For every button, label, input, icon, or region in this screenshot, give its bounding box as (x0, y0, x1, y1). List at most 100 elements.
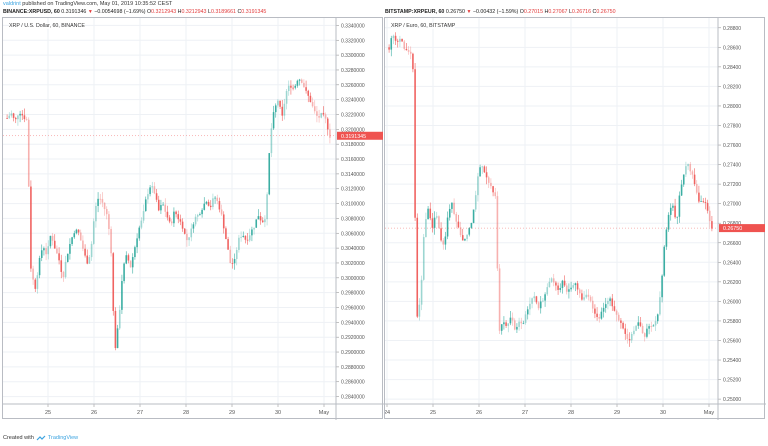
candle (164, 198, 167, 218)
candle (704, 197, 707, 210)
y-tick-label: 0.25000 (723, 397, 741, 403)
candle (624, 323, 627, 340)
candle (390, 35, 393, 57)
candle (698, 185, 700, 204)
created-with-text: Created with (3, 435, 34, 441)
y-tick-label: 0.28200 (723, 84, 741, 90)
open-value: 0.27015 (523, 9, 544, 15)
y-tick-label: 0.3000000 (341, 276, 365, 282)
candle (313, 100, 316, 114)
candle (34, 278, 37, 293)
candle (56, 245, 58, 254)
open-value: 0.3212943 (151, 9, 177, 15)
y-tick-label: 0.2900000 (341, 350, 365, 356)
y-tick-label: 0.3020000 (341, 261, 365, 267)
candle (392, 34, 395, 45)
candle (448, 204, 451, 221)
candle (438, 215, 440, 229)
candle (227, 236, 229, 250)
y-tick-label: 0.3060000 (341, 231, 365, 237)
candle (613, 300, 616, 312)
y-tick-label: 0.25200 (723, 378, 741, 384)
candle (492, 185, 494, 197)
candle (64, 255, 67, 279)
candle (298, 78, 301, 86)
candle (43, 246, 45, 256)
x-tick-label: 27 (522, 410, 528, 416)
candle (416, 213, 419, 319)
y-tick-label: 0.3040000 (341, 246, 365, 252)
candle (429, 202, 432, 221)
y-tick-label: 0.3320000 (341, 38, 365, 44)
candle (633, 326, 635, 336)
candle (177, 210, 180, 224)
candle (62, 270, 65, 282)
candle (587, 289, 590, 301)
candle (435, 211, 438, 220)
candle (485, 166, 488, 185)
candle (470, 222, 473, 229)
candle (309, 92, 312, 103)
current-price-label: 0.3191345 (341, 134, 366, 140)
candle (682, 174, 685, 187)
candle (90, 241, 93, 261)
candle (320, 112, 323, 119)
candle (140, 217, 143, 230)
candle (617, 312, 620, 322)
candle (205, 200, 208, 205)
candle (706, 199, 709, 214)
y-tick-label: 0.25800 (723, 319, 741, 325)
candle (244, 235, 247, 244)
x-tick-label: 27 (137, 410, 143, 416)
x-tick-label: 25 (430, 410, 436, 416)
candle (194, 214, 197, 227)
candle (641, 323, 644, 334)
candlestick-chart[interactable]: 0.28800 0.28600 0.28400 0.28200 0.28000 0.278… (385, 18, 766, 420)
candle (199, 212, 201, 216)
change: −0.0054698 (−1.69%) (94, 9, 146, 15)
candle (112, 252, 115, 316)
candle (300, 78, 303, 84)
y-tick-label: 0.27800 (723, 123, 741, 129)
candle (648, 323, 650, 335)
y-tick-label: 0.3100000 (341, 202, 365, 208)
candle (401, 38, 403, 42)
author-link[interactable]: valdrint (3, 1, 21, 7)
candle (238, 234, 240, 253)
footer: Created with TradingView (3, 435, 78, 441)
candle (162, 201, 164, 206)
candle (84, 244, 86, 258)
chart-legend: XRP / U.S. Dollar, 60, BINANCE (9, 23, 85, 29)
x-tick-label: May (704, 410, 715, 416)
chart-panel-xrpusd[interactable]: 0.3340000 0.3320000 0.3300000 0.3280000 0.32… (2, 17, 384, 420)
candlestick-chart[interactable]: 0.3340000 0.3320000 0.3300000 0.3280000 0.32… (3, 18, 384, 420)
candle (498, 263, 501, 334)
y-tick-label: 0.28600 (723, 45, 741, 51)
candle (600, 307, 603, 320)
y-tick-label: 0.3300000 (341, 53, 365, 59)
candle (222, 211, 225, 234)
candle (272, 105, 275, 130)
candle (201, 208, 203, 218)
candle (173, 207, 175, 227)
candle (507, 323, 510, 333)
candle (557, 282, 559, 295)
candle (656, 313, 659, 324)
x-tick-label: 30 (275, 410, 281, 416)
tradingview-link[interactable]: TradingView (47, 435, 79, 441)
candle (674, 198, 676, 219)
candle (643, 332, 646, 342)
candle (290, 80, 292, 95)
candle (240, 231, 242, 242)
candle (131, 253, 134, 274)
candle (209, 200, 212, 211)
candle (30, 180, 32, 272)
ohlc-bar-eur: BITSTAMP:XRPEUR, 60 0.26750 ▼ −0.00432 (… (385, 9, 616, 15)
symbol: BITSTAMP:XRPEUR, 60 (385, 9, 445, 15)
candle (212, 193, 214, 210)
candle (409, 46, 412, 60)
candle (667, 212, 670, 232)
candle (457, 214, 460, 229)
publish-info: valdrint published on TradingView.com, M… (3, 1, 172, 7)
chart-panel-xrpeur[interactable]: 0.28800 0.28600 0.28400 0.28200 0.28000 0.278… (384, 17, 766, 420)
